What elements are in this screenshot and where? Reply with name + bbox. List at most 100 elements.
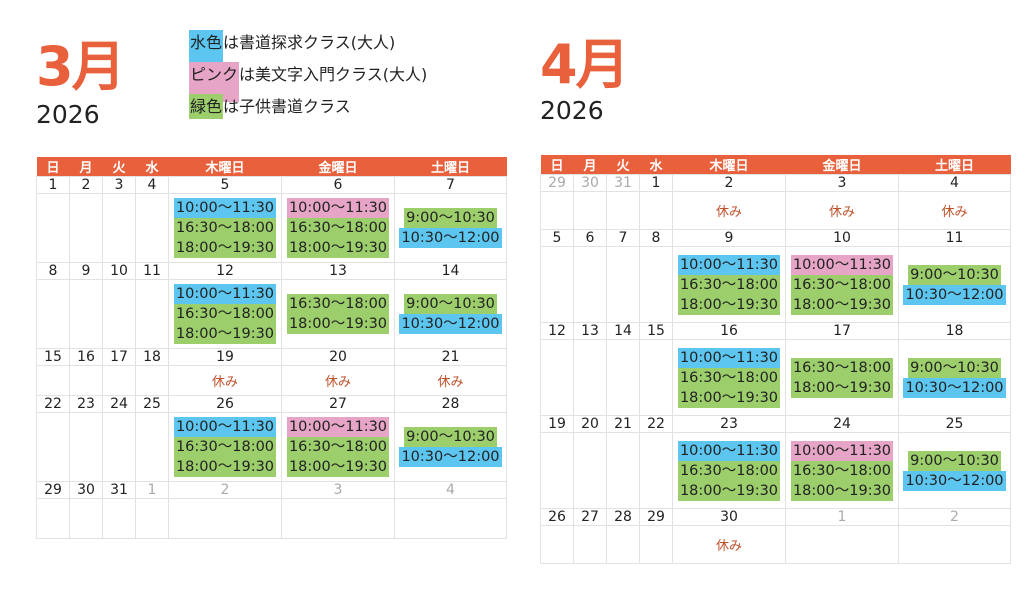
day-cell	[540, 191, 574, 230]
class-time-slot: 18:00〜19:30	[677, 294, 781, 315]
date-number: 29	[540, 174, 574, 192]
class-time-slot: 16:30〜18:00	[286, 294, 390, 314]
april-calendar: 日月火水木曜日 金曜日 土曜日 29 30 31 1 2 3 4 休み 休み 休み 5 6 7 8 9 10 11 10…	[540, 155, 1011, 564]
date-number: 23	[672, 415, 786, 433]
holiday-note: 休み	[941, 205, 968, 220]
content-row: 10:00〜11:30 16:30〜18:00 18:00〜19:30 10:00〜1…	[540, 246, 1011, 323]
weekday-header: 日月火水木曜日 金曜日 土曜日	[36, 157, 507, 177]
day-cell	[573, 525, 607, 564]
date-row: 26 27 28 29 30 1 2	[540, 508, 1011, 526]
day-cell	[639, 339, 673, 416]
class-time-slot: 18:00〜19:30	[677, 480, 781, 501]
date-number: 29	[36, 481, 70, 499]
date-number: 1	[785, 508, 899, 526]
date-number: 13	[573, 322, 607, 340]
class-time-slot: 9:00〜10:30	[908, 450, 1001, 471]
day-cell	[135, 279, 169, 349]
day-cell	[69, 498, 103, 539]
weekday-label: 水	[639, 155, 673, 175]
day-cell: 9:00〜10:30 10:30〜12:00	[394, 279, 507, 349]
date-number: 7	[606, 229, 640, 247]
class-time-slot: 10:00〜11:30	[677, 440, 781, 461]
date-number: 26	[168, 395, 282, 413]
date-number: 30	[69, 481, 103, 499]
date-number: 10	[785, 229, 899, 247]
date-row: 29 30 31 1 2 3 4	[36, 481, 507, 499]
date-row: 19 20 21 22 23 24 25	[540, 415, 1011, 433]
date-number: 9	[69, 262, 103, 280]
weekday-label: 木曜日	[672, 155, 786, 175]
date-number: 19	[168, 348, 282, 366]
class-time-slot: 18:00〜19:30	[790, 480, 894, 501]
weekday-label: 月	[573, 155, 607, 175]
day-cell	[606, 339, 640, 416]
class-time-slot: 10:30〜12:00	[399, 447, 502, 467]
weekday-label: 土曜日	[394, 157, 507, 177]
day-cell: 休み	[898, 191, 1011, 230]
date-number: 3	[281, 481, 395, 499]
content-row: 10:00〜11:30 16:30〜18:00 18:00〜19:30 16:30〜1…	[36, 279, 507, 349]
date-number: 24	[785, 415, 899, 433]
day-cell	[69, 279, 103, 349]
date-number: 22	[36, 395, 70, 413]
content-row: 10:00〜11:30 16:30〜18:00 18:00〜19:30 10:00〜1…	[36, 193, 507, 263]
class-time-slot: 16:30〜18:00	[677, 460, 781, 481]
date-number: 29	[639, 508, 673, 526]
weekday-label: 日	[540, 155, 574, 175]
day-cell	[69, 412, 103, 482]
legend-item: 緑色は子供書道クラス	[189, 94, 427, 126]
day-cell	[540, 432, 574, 509]
day-cell	[102, 193, 136, 263]
day-cell	[540, 246, 574, 323]
day-cell	[573, 246, 607, 323]
day-cell: 10:00〜11:30 16:30〜18:00 18:00〜19:30	[168, 193, 282, 263]
class-time-slot: 16:30〜18:00	[173, 437, 277, 457]
day-cell	[69, 365, 103, 396]
date-number: 20	[573, 415, 607, 433]
date-number: 8	[639, 229, 673, 247]
content-row: 10:00〜11:30 16:30〜18:00 18:00〜19:30 10:00〜1…	[540, 432, 1011, 509]
date-number: 26	[540, 508, 574, 526]
date-number: 23	[69, 395, 103, 413]
day-cell	[606, 246, 640, 323]
date-row: 8 9 10 11 12 13 14	[36, 262, 507, 280]
day-cell	[168, 498, 282, 539]
class-time-slot: 9:00〜10:30	[908, 357, 1001, 378]
date-number: 1	[36, 176, 70, 194]
day-cell: 休み	[281, 365, 395, 396]
class-time-slot: 9:00〜10:30	[404, 294, 497, 314]
class-time-slot: 16:30〜18:00	[677, 274, 781, 295]
class-time-slot: 10:30〜12:00	[399, 314, 502, 334]
date-row: 15 16 17 18 19 20 21	[36, 348, 507, 366]
class-time-slot: 10:00〜11:30	[173, 417, 277, 437]
legend-text: は美文字入門クラス(大人)	[239, 65, 428, 84]
class-time-slot: 10:00〜11:30	[286, 198, 390, 218]
date-row: 12 13 14 15 16 17 18	[540, 322, 1011, 340]
april-year: 2026	[540, 96, 604, 125]
day-cell: 16:30〜18:00 18:00〜19:30	[785, 339, 899, 416]
date-number: 10	[102, 262, 136, 280]
content-row: 10:00〜11:30 16:30〜18:00 18:00〜19:30 16:30〜1…	[540, 339, 1011, 416]
day-cell: 9:00〜10:30 10:30〜12:00	[898, 432, 1011, 509]
class-time-slot: 16:30〜18:00	[677, 367, 781, 388]
class-time-slot: 16:30〜18:00	[286, 218, 390, 238]
date-number: 1	[135, 481, 169, 499]
weekday-label: 金曜日	[785, 155, 899, 175]
day-cell	[36, 193, 70, 263]
date-row: 29 30 31 1 2 3 4	[540, 174, 1011, 192]
date-number: 15	[639, 322, 673, 340]
class-time-slot: 10:00〜11:30	[173, 284, 277, 304]
date-number: 17	[785, 322, 899, 340]
date-number: 14	[394, 262, 507, 280]
content-row: 10:00〜11:30 16:30〜18:00 18:00〜19:30 10:00〜1…	[36, 412, 507, 482]
day-cell: 10:00〜11:30 16:30〜18:00 18:00〜19:30	[672, 246, 786, 323]
date-number: 27	[573, 508, 607, 526]
date-number: 30	[573, 174, 607, 192]
date-number: 28	[394, 395, 507, 413]
day-cell	[36, 279, 70, 349]
day-cell: 9:00〜10:30 10:30〜12:00	[394, 412, 507, 482]
march-year: 2026	[36, 100, 100, 129]
day-cell	[69, 193, 103, 263]
class-time-slot: 9:00〜10:30	[404, 208, 497, 228]
